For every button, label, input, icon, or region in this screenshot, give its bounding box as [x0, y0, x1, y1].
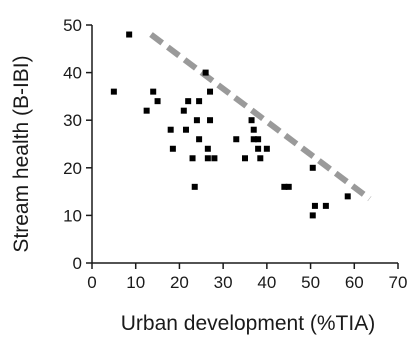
data-point [204, 145, 211, 152]
x-axis-ticks: 0 10 20 30 40 50 60 70 [87, 263, 407, 292]
data-point [143, 107, 150, 114]
data-point [309, 212, 316, 219]
data-point [207, 117, 214, 124]
y-axis-ticks: 0 10 20 30 40 50 [63, 16, 92, 273]
data-point [250, 136, 257, 143]
data-point [154, 98, 161, 105]
data-point [211, 155, 218, 162]
data-point [202, 69, 209, 76]
data-point [322, 202, 329, 209]
y-tick-label: 40 [63, 64, 82, 83]
data-point [204, 155, 211, 162]
data-point [285, 183, 292, 190]
x-tick-label: 70 [389, 273, 408, 292]
data-point [263, 145, 270, 152]
data-point [281, 183, 288, 190]
x-tick-label: 40 [257, 273, 276, 292]
y-tick-label: 20 [63, 159, 82, 178]
data-point [126, 31, 133, 38]
data-points [110, 31, 351, 219]
data-point [344, 193, 351, 200]
data-point [196, 98, 203, 105]
data-point [311, 202, 318, 209]
data-point [169, 145, 176, 152]
data-point [257, 155, 264, 162]
data-point [196, 136, 203, 143]
x-axis-title: Urban development (%TIA) [121, 312, 375, 335]
data-point [309, 164, 316, 171]
data-point [182, 126, 189, 133]
x-tick-label: 0 [87, 273, 96, 292]
data-point [255, 145, 262, 152]
data-point [233, 136, 240, 143]
data-point [189, 155, 196, 162]
trend-line-layer [149, 32, 372, 202]
x-tick-label: 30 [214, 273, 233, 292]
y-tick-label: 30 [63, 111, 82, 130]
data-point [193, 117, 200, 124]
data-point [242, 155, 248, 162]
data-point [255, 136, 262, 143]
data-point [191, 183, 198, 190]
data-point [180, 107, 187, 114]
y-tick-label: 0 [73, 254, 82, 273]
data-point [167, 126, 174, 133]
x-tick-label: 60 [345, 273, 364, 292]
trend-line [149, 32, 372, 202]
axes [91, 25, 398, 264]
y-tick-label: 10 [63, 206, 82, 225]
data-point [207, 88, 214, 95]
data-point [150, 88, 157, 95]
y-axis-title: Stream health (B-IBI) [10, 55, 33, 252]
x-tick-label: 10 [126, 273, 145, 292]
y-tick-label: 50 [63, 16, 82, 35]
x-tick-label: 50 [301, 273, 320, 292]
data-point [250, 126, 257, 133]
data-point [185, 98, 192, 105]
x-tick-label: 20 [170, 273, 189, 292]
data-point [110, 88, 117, 95]
data-point [248, 117, 255, 124]
